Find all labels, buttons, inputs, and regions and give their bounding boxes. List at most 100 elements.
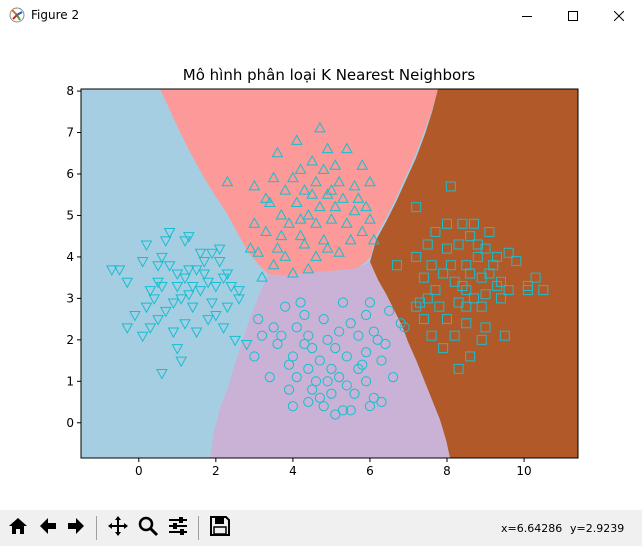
data-point-triangle-up xyxy=(287,266,299,278)
data-point-triangle-up xyxy=(344,233,357,245)
data-point-square xyxy=(418,314,429,325)
chart-title: Mô hình phân loại K Nearest Neighbors xyxy=(183,66,476,84)
data-point-square xyxy=(422,239,433,250)
forward-button[interactable] xyxy=(62,514,90,542)
data-point-square xyxy=(530,272,541,283)
data-point-square xyxy=(457,218,468,229)
data-point-triangle-up xyxy=(340,217,353,228)
data-point-triangle-up xyxy=(306,155,319,166)
data-point-circle xyxy=(283,384,295,395)
window-titlebar: Figure 2 xyxy=(0,0,642,32)
data-point-triangle-up xyxy=(325,213,338,224)
data-point-triangle-up xyxy=(267,171,280,183)
data-point-square xyxy=(511,256,522,267)
home-button[interactable] xyxy=(4,514,32,542)
data-point-circle xyxy=(276,330,287,341)
data-point-triangle-down xyxy=(156,252,168,264)
data-point-square xyxy=(476,272,487,283)
data-point-triangle-down xyxy=(167,327,180,339)
region-class-2 xyxy=(210,262,450,458)
data-point-circle xyxy=(357,359,368,370)
data-point-circle xyxy=(364,297,376,308)
data-point-circle xyxy=(256,330,268,341)
data-point-triangle-up xyxy=(294,229,307,241)
figure-canvas[interactable]: 0 2 4 6 8 10 0 1 2 3 4 5 6 7 8 Mô hình phân loại K Ne… xyxy=(0,32,642,510)
data-point-triangle-down xyxy=(113,265,126,276)
minimize-button[interactable] xyxy=(504,0,550,32)
data-point-square xyxy=(445,181,456,192)
data-point-triangle-up xyxy=(244,242,257,253)
data-point-triangle-up xyxy=(271,146,284,158)
data-point-circle xyxy=(337,297,349,308)
data-point-triangle-down xyxy=(213,257,226,268)
x-tick-label: 4 xyxy=(289,464,297,478)
data-point-triangle-up xyxy=(221,175,234,187)
data-point-triangle-up xyxy=(333,246,345,257)
data-point-square xyxy=(476,301,487,312)
data-point-triangle-down xyxy=(163,228,176,239)
data-point-square xyxy=(468,218,479,229)
data-point-triangle-down xyxy=(136,331,149,343)
data-point-circle xyxy=(272,338,283,350)
data-point-triangle-down xyxy=(159,306,172,318)
data-point-triangle-down xyxy=(163,261,176,272)
data-point-square xyxy=(453,239,464,250)
data-point-square xyxy=(503,247,514,258)
data-point-square xyxy=(465,351,476,362)
data-point-triangle-up xyxy=(329,200,342,212)
data-point-circle xyxy=(380,338,391,350)
data-point-square xyxy=(438,343,449,354)
data-point-triangle-down xyxy=(206,248,218,260)
region-class-3 xyxy=(370,89,578,458)
navigation-toolbar: x=6.64286 y=2.9239 xyxy=(0,510,642,546)
y-tick-label: 2 xyxy=(66,333,74,347)
maximize-button[interactable] xyxy=(550,0,596,32)
cursor-x-readout: x=6.64286 xyxy=(501,522,563,535)
pan-button[interactable] xyxy=(104,514,132,542)
data-point-square xyxy=(391,260,402,271)
close-button[interactable] xyxy=(596,0,642,32)
configure-subplots-button[interactable] xyxy=(164,514,192,542)
zoom-icon xyxy=(137,515,159,541)
zoom-button[interactable] xyxy=(134,514,162,542)
data-point-triangle-down xyxy=(121,323,134,334)
data-point-triangle-up xyxy=(314,200,326,212)
data-point-triangle-down xyxy=(229,335,241,347)
data-point-circle xyxy=(387,372,399,383)
data-point-triangle-up xyxy=(290,134,303,145)
data-point-triangle-up xyxy=(310,250,322,261)
data-point-triangle-down xyxy=(175,356,188,368)
data-point-circle xyxy=(295,297,306,308)
data-point-square xyxy=(522,280,533,291)
data-point-square xyxy=(492,251,503,262)
data-point-triangle-up xyxy=(364,213,376,224)
knn-chart[interactable]: 0 2 4 6 8 10 0 1 2 3 4 5 6 7 8 Mô hình phân loại K Ne… xyxy=(0,32,642,510)
data-point-triangle-down xyxy=(171,344,184,355)
data-point-circle xyxy=(361,347,372,358)
configure-subplots-icon xyxy=(167,515,189,541)
data-point-triangle-down xyxy=(217,273,230,285)
data-point-square xyxy=(495,293,506,304)
data-point-circle xyxy=(345,405,356,416)
back-button[interactable] xyxy=(34,514,62,542)
pan-icon xyxy=(107,515,129,541)
save-button[interactable] xyxy=(206,514,234,542)
data-point-triangle-up xyxy=(248,179,261,191)
data-point-square xyxy=(461,318,472,329)
data-point-circle xyxy=(280,301,291,312)
data-point-circle xyxy=(253,314,264,325)
data-point-circle xyxy=(341,380,352,391)
data-point-triangle-up xyxy=(337,192,349,203)
data-point-triangle-down xyxy=(140,240,153,252)
data-point-circle xyxy=(337,405,349,416)
y-tick-label: 1 xyxy=(66,374,74,388)
data-point-square xyxy=(438,268,449,279)
data-point-triangle-up xyxy=(310,175,322,187)
data-point-circle xyxy=(345,318,356,329)
data-point-triangle-up xyxy=(340,142,353,154)
data-point-circle xyxy=(334,326,345,337)
minimize-icon xyxy=(522,11,532,21)
toolbar-separator xyxy=(96,516,97,540)
data-point-square xyxy=(499,330,510,341)
y-tick-label: 5 xyxy=(66,208,74,222)
